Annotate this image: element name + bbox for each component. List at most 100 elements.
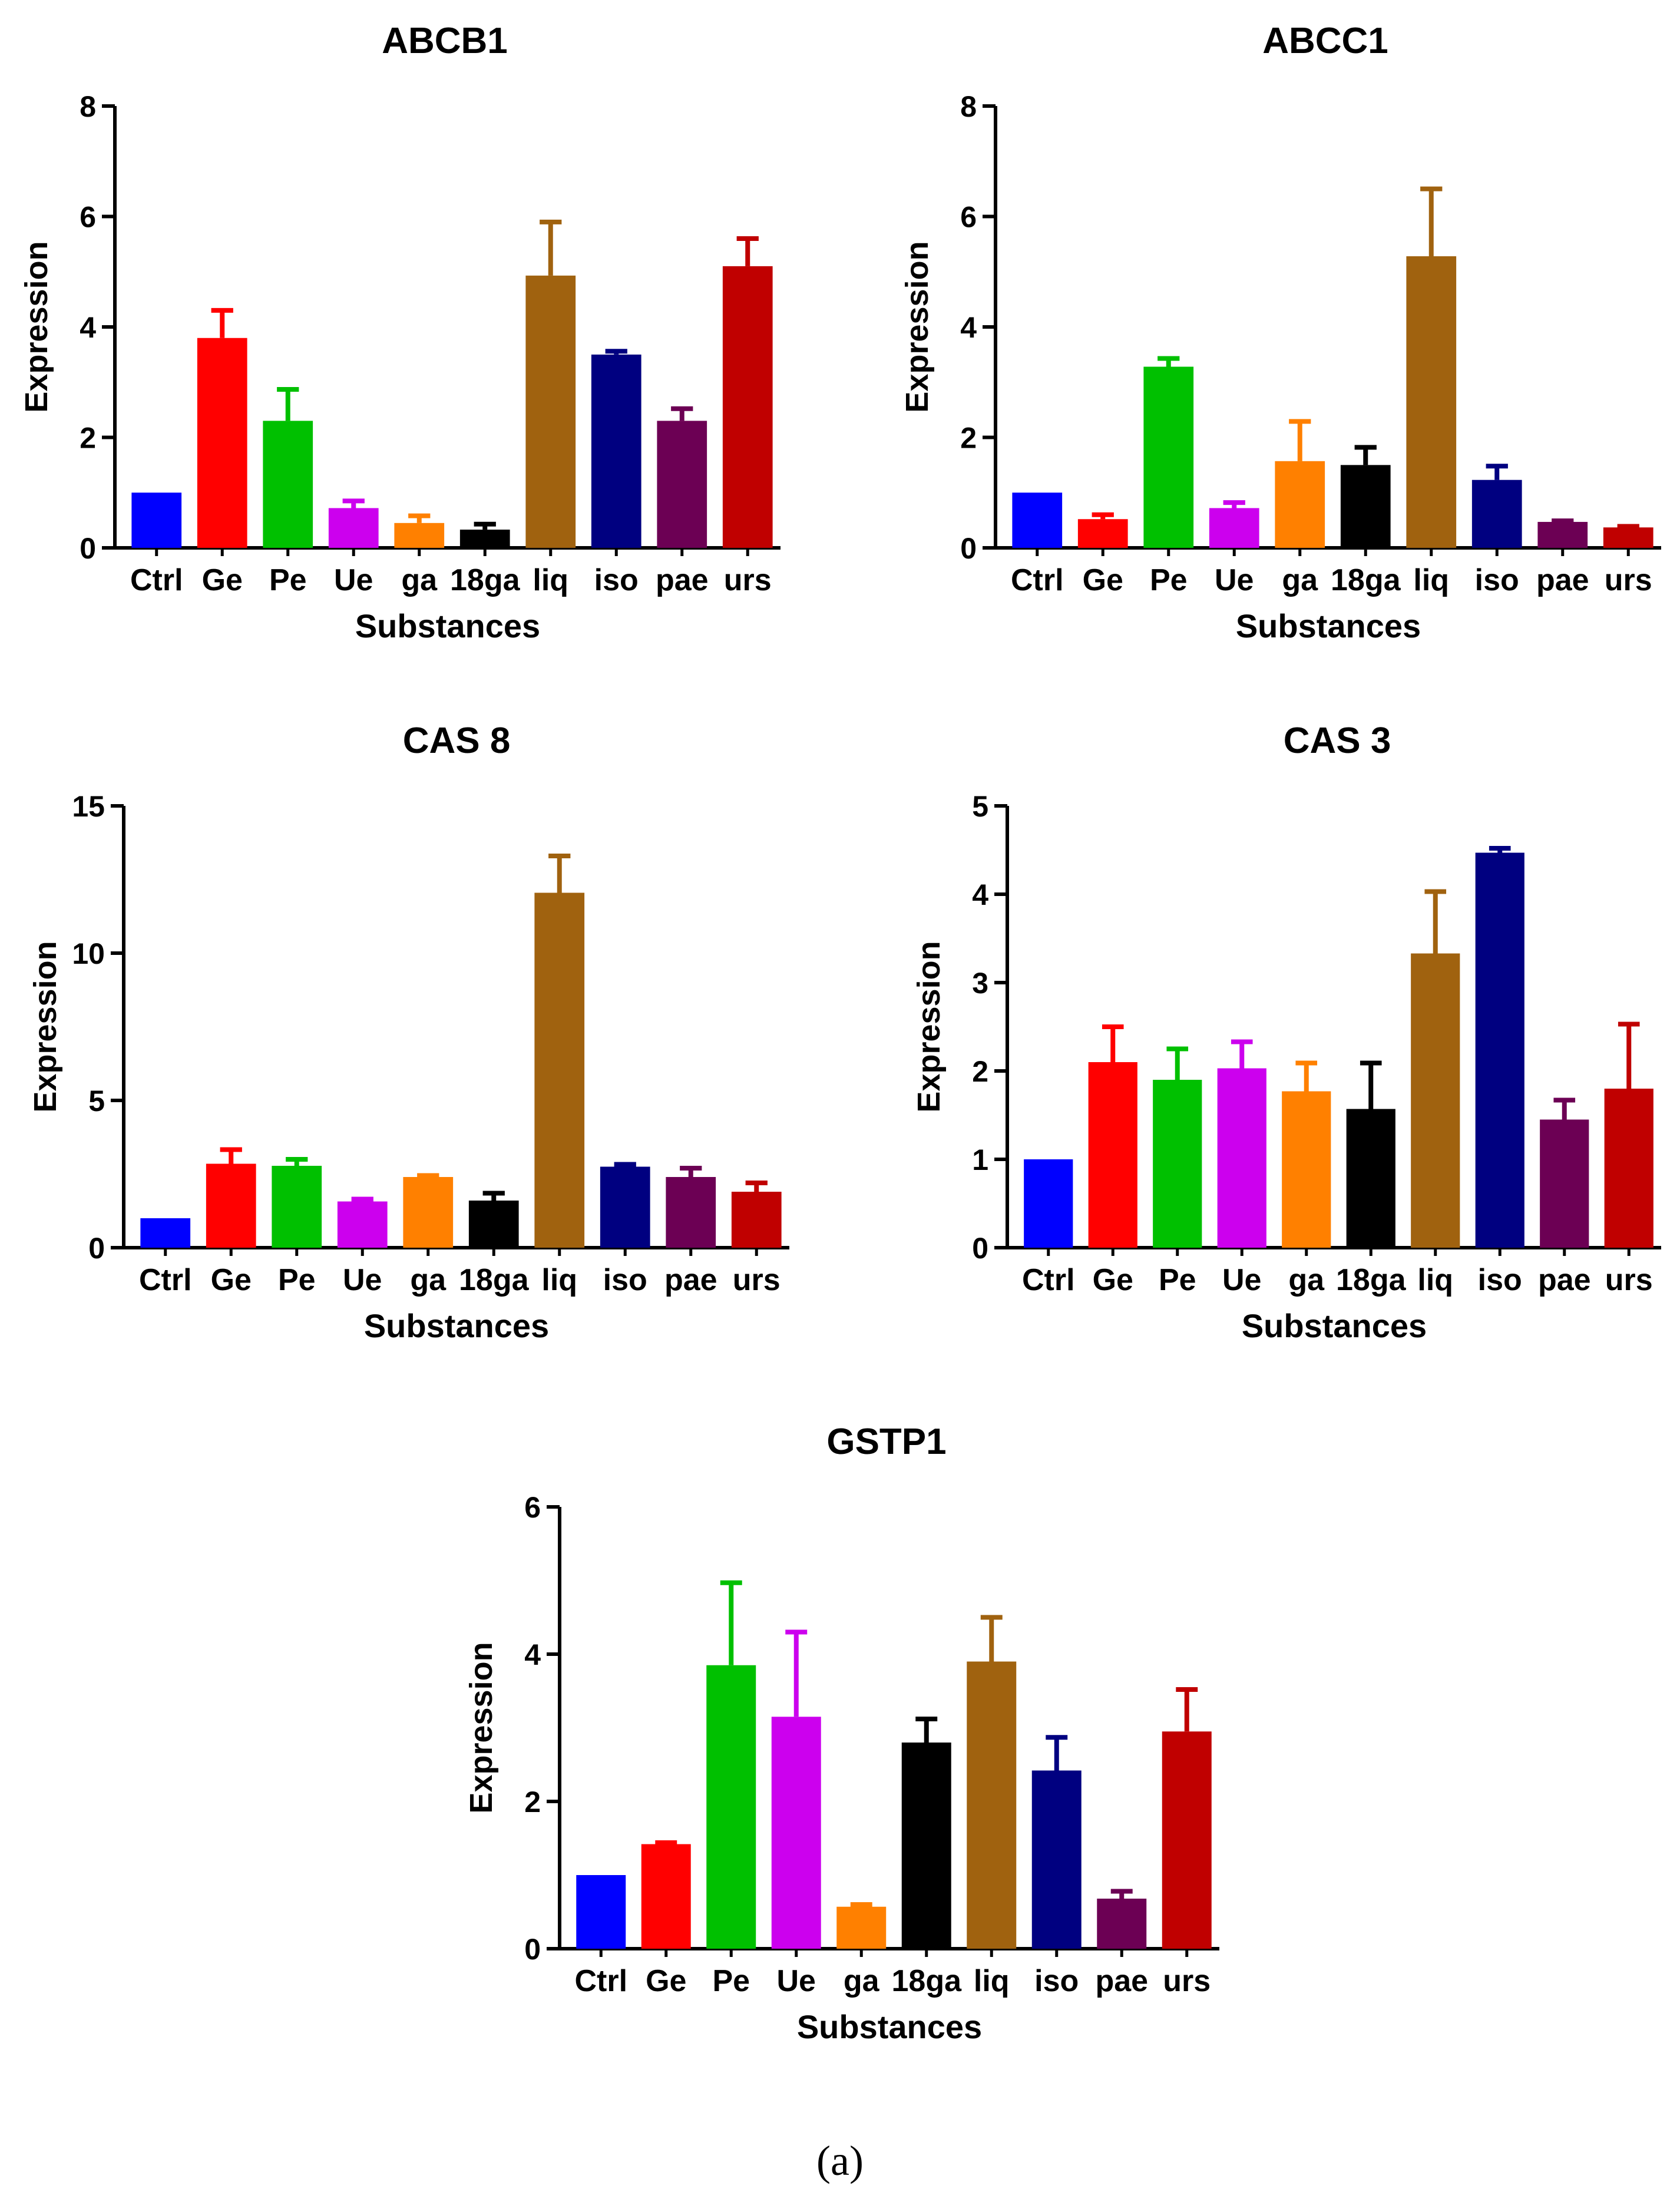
x-tick-label-ctrl: Ctrl [130,563,183,597]
x-tick-label-pae: pae [1536,563,1589,597]
y-tick-label: 4 [80,311,96,344]
y-tick-label: 0 [524,1933,541,1966]
bar-pae [657,421,707,548]
x-tick-label-ge: Ge [211,1263,252,1297]
x-tick-label-ga: ga [401,563,438,597]
bar-ge [1088,1062,1137,1248]
y-tick-label: 2 [972,1055,988,1088]
x-tick-label-ga: ga [844,1964,880,1998]
bar-18ga [459,530,510,548]
bar-liq [534,892,585,1248]
y-tick-label: 1 [972,1143,988,1176]
bar-ue [1217,1068,1266,1248]
x-tick-label-18ga: 18ga [1336,1263,1407,1297]
bar-ga [1282,1091,1331,1248]
y-axis-title: Expression [28,941,63,1112]
chart-title: CAS 8 [403,720,511,761]
bar-liq [1411,953,1460,1248]
y-tick-label: 8 [960,90,977,123]
bar-liq [525,275,576,548]
chart-abcc1: ABCC1 0 2 4 6 8 Expression Ctrl Ge Pe Ue ga 18ga liq i… [899,21,1661,644]
x-tick-label-pe: Pe [1150,563,1188,597]
bar-ge [197,338,247,548]
y-tick-label: 4 [960,311,977,344]
x-axis-title: Substances [1242,1307,1427,1344]
x-tick-label-pae: pae [1538,1263,1591,1297]
bar-urs [722,266,773,548]
bar-pae [1537,521,1588,548]
bar-iso [600,1166,650,1248]
x-tick-label-ctrl: Ctrl [1011,563,1064,597]
bar-ctrl [140,1218,191,1248]
bar-18ga [468,1201,519,1248]
y-tick-label: 15 [72,790,105,823]
y-tick-label: 5 [972,790,988,823]
x-axis-title: Substances [355,607,540,644]
x-tick-label-18ga: 18ga [1331,563,1401,597]
y-tick-label: 5 [88,1085,105,1118]
x-tick-label-ctrl: Ctrl [1022,1263,1075,1297]
y-axis-title: Expression [911,941,947,1112]
y-tick-label: 0 [972,1232,988,1265]
bar-ue [1209,508,1259,548]
x-tick-label-ue: Ue [777,1964,816,1998]
chart-gstp1: GSTP1 0 2 4 6 Expression Ctrl Ge Pe Ue ga 18ga liq is… [464,1421,1219,2045]
x-tick-label-liq: liq [1413,563,1449,597]
x-tick-label-urs: urs [1605,1263,1653,1297]
y-tick-label: 0 [960,532,977,565]
bar-urs [1604,1089,1653,1248]
y-tick-label: 10 [72,937,105,970]
y-tick-label: 4 [524,1638,541,1671]
x-tick-label-urs: urs [724,563,772,597]
y-tick-label: 3 [972,967,988,1000]
x-tick-label-iso: iso [1475,563,1519,597]
x-tick-label-18ga: 18ga [450,563,521,597]
chart-abcb1: ABCB1 0 2 4 6 8 Expression Ctrl Ge Pe Ue ga 18ga liq i… [19,21,781,644]
bar-ue [771,1717,821,1949]
y-tick-label: 8 [80,90,96,123]
bar-urs [1603,527,1653,548]
x-tick-label-18ga: 18ga [891,1964,962,1998]
x-tick-label-pe: Pe [1159,1263,1196,1297]
bar-iso [1475,852,1524,1248]
x-tick-label-iso: iso [594,563,639,597]
bar-ctrl [576,1875,626,1949]
x-tick-label-ge: Ge [1093,1263,1133,1297]
y-tick-label: 2 [524,1786,541,1819]
x-tick-label-ctrl: Ctrl [139,1263,192,1297]
bar-pe [1143,366,1194,548]
x-tick-label-urs: urs [733,1263,781,1297]
y-tick-label: 2 [960,422,977,455]
x-tick-label-liq: liq [974,1964,1010,1998]
x-axis-title: Substances [1236,607,1421,644]
bar-liq [1406,256,1457,548]
bar-pae [1540,1119,1589,1248]
bar-pe [706,1665,756,1949]
x-tick-label-ue: Ue [334,563,373,597]
x-tick-label-ga: ga [410,1263,447,1297]
bar-ga [403,1177,454,1248]
bar-urs [1162,1731,1212,1949]
x-tick-label-pe: Pe [269,563,307,597]
bar-ga [836,1906,887,1949]
x-tick-label-iso: iso [603,1263,647,1297]
bar-iso [1471,480,1522,548]
bar-pe [263,421,313,548]
x-tick-label-iso: iso [1034,1964,1079,1998]
x-axis-title: Substances [364,1307,549,1344]
bar-ctrl [1024,1159,1073,1248]
x-tick-label-ge: Ge [1083,563,1123,597]
bar-pae [1097,1899,1147,1949]
bar-ue [337,1201,388,1248]
bar-ue [328,508,379,548]
bar-ga [394,523,445,548]
chart-title: ABCC1 [1262,21,1388,61]
bar-pe [272,1166,322,1248]
x-tick-label-ge: Ge [202,563,243,597]
bar-pe [1153,1080,1202,1248]
bar-ge [206,1163,256,1248]
x-tick-label-liq: liq [541,1263,577,1297]
x-tick-label-pe: Pe [712,1964,750,1998]
y-axis-title: Expression [899,241,935,412]
